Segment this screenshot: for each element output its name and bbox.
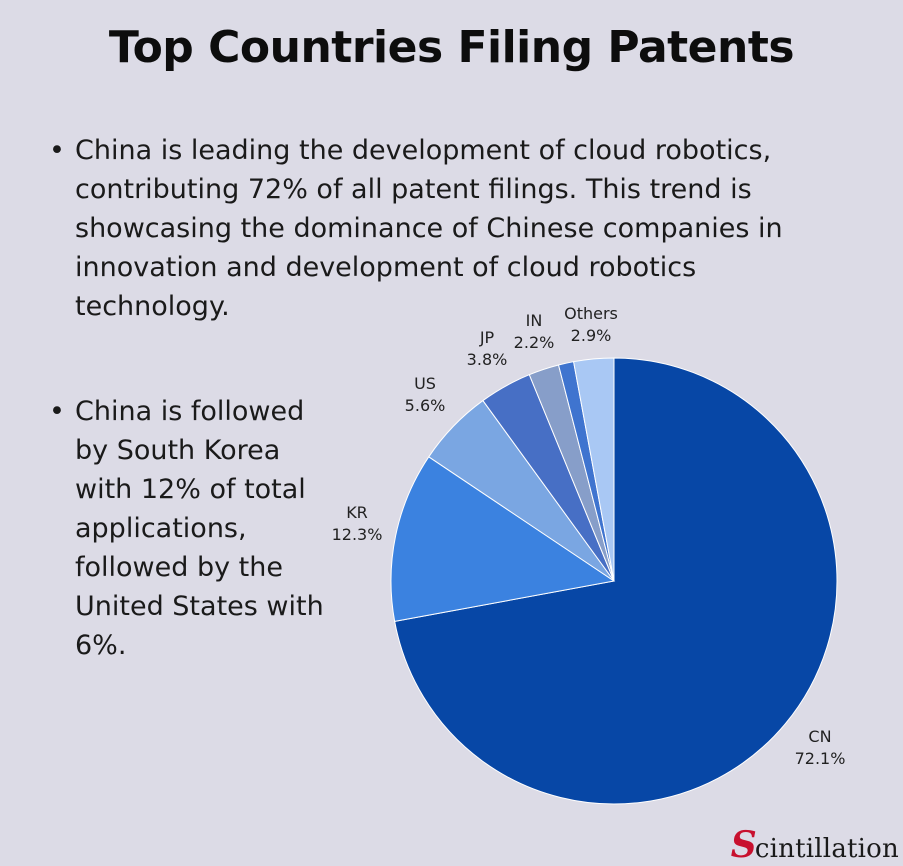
slice-label-us: US <box>414 374 436 393</box>
slice-value-cn: 72.1% <box>795 749 846 768</box>
slice-label-cn: CN <box>808 727 831 746</box>
slice-label-in: IN <box>526 311 543 330</box>
brand-logo: Scintillation <box>730 824 899 866</box>
pie-slice-kr <box>390 456 616 622</box>
pie-slice-others <box>573 357 615 582</box>
bullet-point-1: • China is leading the development of cl… <box>49 131 835 326</box>
slice-value-kr: 12.3% <box>332 525 383 544</box>
bullet-text-2: China is followed by South Korea with 12… <box>75 396 324 661</box>
slice-label-others: Others <box>564 304 618 323</box>
bullet-dot-icon: • <box>49 396 65 427</box>
page-title: Top Countries Filing Patents <box>108 22 795 73</box>
slice-value-us: 5.6% <box>405 396 446 415</box>
bullet-point-2: • China is followed by South Korea with … <box>49 392 325 665</box>
slice-value-others: 2.9% <box>571 326 612 345</box>
slice-value-in: 2.2% <box>514 333 555 352</box>
bullet-dot-icon: • <box>49 135 65 166</box>
slice-value-jp: 3.8% <box>467 350 508 369</box>
slice-label-jp: JP <box>479 328 495 347</box>
slice-label-kr: KR <box>346 503 368 522</box>
bullet-text-1: China is leading the development of clou… <box>75 135 783 322</box>
pie-slice-cn <box>394 357 838 805</box>
